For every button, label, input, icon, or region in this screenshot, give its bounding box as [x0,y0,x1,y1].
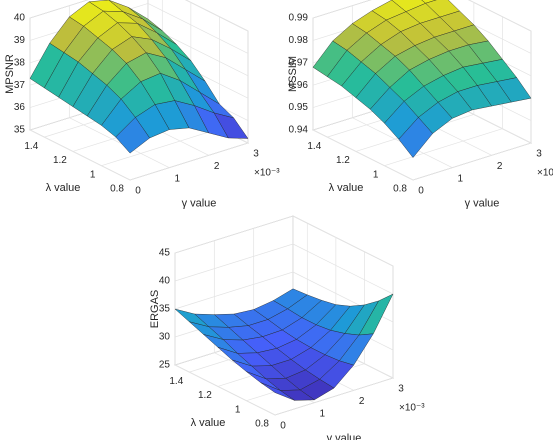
grid-line [29,0,89,19]
grid-line [101,128,220,167]
grid-line [174,271,294,310]
z-tick-label: 35 [159,304,171,315]
x-tick-label: 3 [253,149,259,160]
grid-line [185,0,249,32]
grid-line [69,117,170,168]
z-tick-label: 35 [14,125,26,136]
y-tick-label: 1 [235,404,241,415]
surface-cell [398,117,433,158]
y-tick-label: 1.2 [198,390,212,401]
y-axis-label: λ value [46,182,81,194]
x-exponent: ×10⁻³ [537,168,553,179]
x-exponent: ×10⁻³ [254,168,280,179]
x-tick-label: 0 [418,186,424,197]
x-tick-label: 1 [458,173,464,184]
z-tick-label: 25 [159,360,171,371]
z-tick-label: 39 [14,35,26,46]
y-axis-label: λ value [329,182,364,194]
y-tick-label: 1 [90,169,96,180]
surface-cell [260,382,295,401]
z-axis-label: MPSNR [4,54,16,94]
surface-cell [421,0,437,4]
x-tick-label: 1 [320,408,326,419]
x-tick-label: 0 [280,421,286,432]
x-axis-label: γ value [327,432,362,440]
z-tick-label: 0.98 [289,35,309,46]
z-tick-label: 0.99 [289,13,309,24]
surface-cell [115,117,150,154]
z-tick-label: 0.94 [289,125,309,136]
x-tick-label: 3 [398,384,404,395]
y-tick-label: 1.4 [307,141,321,152]
z-tick-label: 0.96 [289,80,309,91]
x-axis-label: γ value [182,197,217,209]
y-tick-label: 1.2 [53,155,67,166]
x-tick-label: 1 [175,173,181,184]
x-tick-label: 3 [536,149,542,160]
grid-line [412,142,532,181]
grid-line [292,215,394,267]
z-tick-label: 38 [14,57,26,68]
grid-line [174,364,276,416]
grid-line [292,243,394,295]
grid-line [468,0,532,32]
z-tick-label: 40 [159,276,171,287]
z-tick-label: 36 [14,102,26,113]
grid-line [312,129,414,181]
z-tick-label: 45 [159,248,171,259]
z-tick-label: 40 [14,13,26,24]
y-tick-label: 1.2 [336,155,350,166]
y-tick-label: 1.4 [169,376,183,387]
x-tick-label: 0 [135,186,141,197]
grid-line [174,215,294,254]
z-axis-label: MSSIM [287,56,299,92]
z-axis-label: ERGAS [149,290,161,329]
z-tick-label: 0.95 [289,102,309,113]
z-tick-label: 0.97 [289,57,309,68]
y-tick-label: 1.4 [24,141,38,152]
y-tick-label: 0.8 [110,184,124,195]
y-tick-label: 0.8 [255,419,269,430]
y-axis-label: λ value [191,417,226,429]
grid-line [384,128,503,167]
x-exponent: ×10⁻³ [399,403,425,414]
z-tick-label: 30 [159,332,171,343]
x-tick-label: 2 [497,161,503,172]
x-axis-label: γ value [465,197,500,209]
x-tick-label: 2 [359,396,365,407]
z-tick-label: 37 [14,80,26,91]
grid-line [147,3,249,54]
grid-line [174,243,294,282]
grid-line [274,377,394,416]
grid-line [312,0,372,19]
grid-line [29,129,131,181]
grid-line [129,142,249,181]
y-tick-label: 1 [373,169,379,180]
y-tick-label: 0.8 [393,184,407,195]
x-tick-label: 2 [214,161,220,172]
